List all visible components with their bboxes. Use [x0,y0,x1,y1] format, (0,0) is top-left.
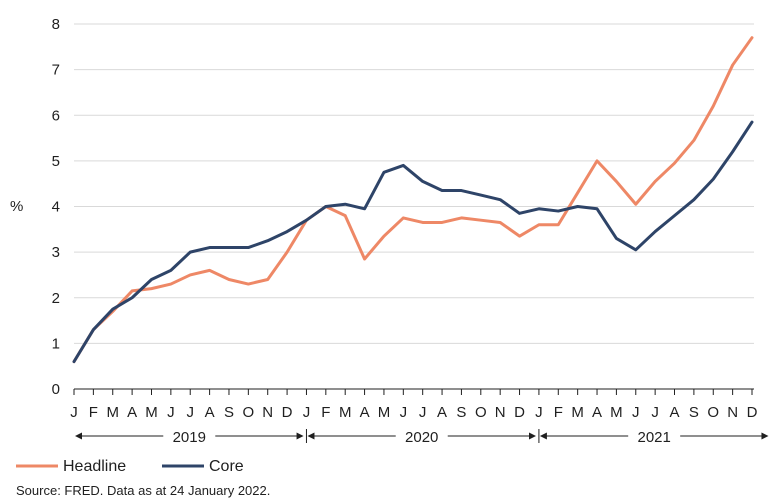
series-line-core [72,120,754,364]
x-tick-label: O [707,404,719,421]
arrow-left-icon [539,432,547,440]
x-tick-label: A [670,404,680,421]
x-tick-label: J [535,404,543,421]
x-tick-label: M [339,404,352,421]
arrow-left-icon [307,432,315,440]
gridlines [74,23,754,344]
x-tick-label: F [554,404,563,421]
x-tick-label: A [437,404,447,421]
y-tick-label: 3 [52,244,60,261]
y-tick-label: 5 [52,153,60,170]
x-tick-label: D [282,404,293,421]
year-label: 2020 [405,429,438,446]
arrow-right-icon [529,432,537,440]
x-tick-label: J [400,404,408,421]
x-tick-label: J [167,404,175,421]
x-tick-label: M [106,404,119,421]
year-bracket: 2019 [75,429,304,446]
x-tick-label: N [727,404,738,421]
year-label: 2019 [173,429,206,446]
year-bracket: 2020 [305,429,537,446]
x-tick-label: S [456,404,466,421]
x-tick-label: M [378,404,391,421]
x-tick-label: M [145,404,158,421]
y-tick-label: 2 [52,290,60,307]
x-tick-label: J [632,404,640,421]
legend-label-headline: Headline [63,458,126,475]
data-series [72,36,754,364]
y-axis-label: % [10,198,23,215]
arrow-left-icon [75,432,82,440]
axes: 2019 2020 2021 [73,388,769,446]
arrow-right-icon [296,432,304,440]
x-tick-label: F [89,404,98,421]
x-tick-label: N [262,404,273,421]
source-note: Source: FRED. Data as at 24 January 2022… [16,483,270,498]
x-tick-label: A [592,404,602,421]
arrow-right-icon [761,432,769,440]
x-tick-label: J [186,404,194,421]
legend-label-core: Core [209,458,244,475]
x-tick-label: J [419,404,427,421]
x-tick-label: A [205,404,215,421]
series-line-headline [72,36,754,364]
year-label: 2021 [638,429,671,446]
x-tick-label: S [224,404,234,421]
x-tick-label: J [651,404,659,421]
x-tick-label: S [689,404,699,421]
y-tick-label: 0 [52,381,60,398]
x-tick-label: N [495,404,506,421]
x-tick-label: F [321,404,330,421]
y-tick-label: 7 [52,62,60,79]
x-tick-label: A [360,404,370,421]
x-tick-label: D [514,404,525,421]
legend: Headline Core [16,458,244,475]
x-tick-label: D [747,404,758,421]
y-tick-label: 8 [52,16,60,33]
y-tick-label: 4 [52,199,60,216]
year-bracket: 2021 [538,429,769,446]
x-tick-label: A [127,404,137,421]
y-tick-label: 1 [52,335,60,352]
y-tick-label: 6 [52,107,60,124]
x-tick-label: J [70,404,78,421]
x-tick-label: O [475,404,487,421]
x-tick-label: M [571,404,584,421]
x-tick-label: O [243,404,255,421]
x-tick-label: M [610,404,623,421]
x-tick-label: J [303,404,311,421]
